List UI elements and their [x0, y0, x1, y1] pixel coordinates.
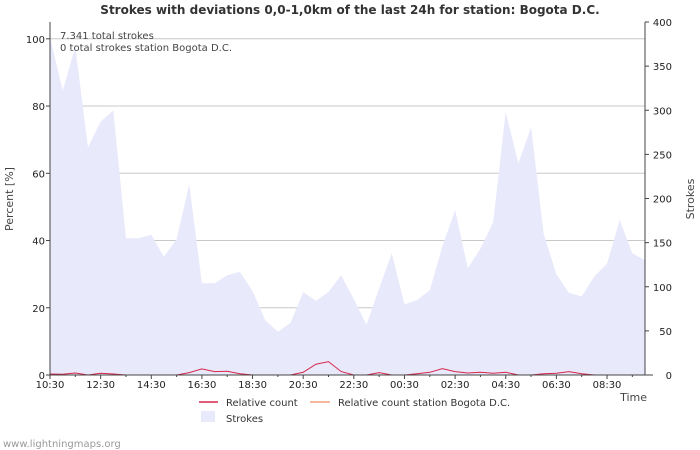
y-right-axis-label: Strokes [684, 178, 697, 219]
y-right-tick-label: 150 [653, 239, 672, 250]
y-left-tick-label: 20 [32, 304, 45, 315]
y-left-tick-label: 40 [32, 237, 45, 248]
legend-strokes-swatch [201, 411, 215, 422]
x-tick-label: 08:30 [593, 380, 622, 391]
x-axis-label: Time [619, 391, 647, 404]
x-tick-label: 02:30 [441, 380, 470, 391]
y-right-tick-label: 250 [653, 150, 672, 161]
y-right-tick-label: 350 [653, 62, 672, 73]
x-tick-label: 04:30 [491, 380, 520, 391]
x-tick-label: 06:30 [542, 380, 571, 391]
x-tick-label: 20:30 [289, 380, 318, 391]
strokes-area-layer [50, 37, 645, 375]
total-strokes-note: 7.341 total strokes [60, 31, 154, 42]
x-tick-label: 16:30 [188, 380, 217, 391]
y-right-tick-label: 400 [653, 18, 672, 29]
y-right-tick-label: 0 [666, 371, 672, 382]
legend-strokes-label: Strokes [226, 414, 263, 425]
strokes-area [50, 37, 645, 375]
x-tick-label: 18:30 [238, 380, 267, 391]
legend-relative-count-label: Relative count [226, 398, 298, 409]
station-strokes-note: 0 total strokes station Bogota D.C. [60, 43, 232, 54]
y-right-tick-label: 200 [653, 195, 672, 206]
x-tick-labels: 10:30 12:30 14:30 16:30 18:30 20:30 22:30 00:30… [36, 375, 633, 391]
y-left-tick-label: 0 [39, 371, 45, 382]
y-right-tick-label: 50 [659, 327, 672, 338]
y-right-tick-label: 300 [653, 106, 672, 117]
legend-relative-count-station-label: Relative count station Bogota D.C. [338, 398, 510, 409]
x-tick-label: 14:30 [137, 380, 166, 391]
y-left-axis-label: Percent [%] [3, 167, 16, 231]
x-tick-label: 00:30 [390, 380, 419, 391]
footer-credit: www.lightningmaps.org [3, 439, 121, 450]
y-left-tick-label: 80 [32, 102, 45, 113]
y-left-tick-label: 100 [26, 35, 45, 46]
x-tick-label: 12:30 [86, 380, 115, 391]
x-tick-label: 22:30 [339, 380, 368, 391]
legend: Relative count Relative count station Bo… [199, 398, 510, 425]
chart-title: Strokes with deviations 0,0-1,0km of the… [100, 3, 599, 17]
x-tick-label: 10:30 [36, 380, 65, 391]
y-left-tick-label: 60 [32, 169, 45, 180]
y-right-tick-label: 100 [653, 283, 672, 294]
y-right-tick-labels: 0 50 100 150 200 250 300 350 400 [645, 18, 672, 382]
y-left-tick-labels: 0 20 40 60 80 100 [26, 35, 50, 382]
